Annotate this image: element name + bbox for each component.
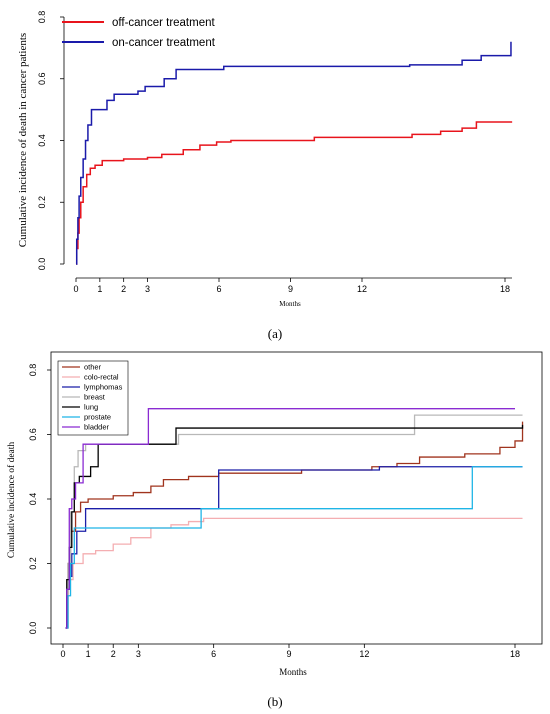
x-axis-label-b: Months (279, 667, 307, 677)
y-axis-label-a: Cumulative incidence of death in cancer … (17, 33, 29, 247)
legend-label-a: off-cancer treatment (112, 17, 216, 29)
x-tick-label-a: 6 (216, 284, 221, 294)
legend-label-b: lymphomas (84, 383, 123, 392)
x-tick-label-a: 3 (145, 284, 150, 294)
x-tick-label-a: 12 (357, 284, 367, 294)
y-tick-label-b: 0.6 (28, 428, 38, 441)
x-tick-label-b: 6 (211, 649, 216, 659)
plot-frame-b (50, 351, 543, 645)
x-tick-label-b: 18 (510, 649, 520, 659)
legend-label-b: breast (84, 393, 106, 402)
legend-box-b (57, 360, 129, 436)
panel-b: 0.00.20.40.60.8 0 1 2 3 6 9 12 18 Months Cumula… (6, 351, 543, 709)
x-tick-label-b: 2 (111, 649, 116, 659)
y-tick-label-a: 0.4 (37, 134, 47, 147)
x-tick-label-a: 9 (288, 284, 293, 294)
y-tick-label-b: 0.2 (28, 557, 38, 570)
y-tick-label-b: 0.0 (28, 622, 38, 635)
series-line-on-cancer-treatment (75, 41, 512, 265)
x-tick-label-a: 0 (73, 284, 78, 294)
legend-b: othercolo-rectallymphomasbreastlungprost… (57, 360, 129, 436)
x-tick-label-b: 1 (86, 649, 91, 659)
x-tick-label-a: 1 (97, 284, 102, 294)
legend-label-b: other (84, 363, 102, 372)
legend-label-b: colo-rectal (84, 373, 119, 382)
legend-a: off-cancer treatment on-cancer treatment (62, 17, 216, 49)
series-line-colo-rectal (65, 517, 523, 629)
panel-label-a: (a) (268, 326, 282, 341)
panel-label-b: (b) (267, 694, 282, 709)
x-tick-label-b: 12 (359, 649, 369, 659)
y-axis-label-b: Cumulative incidence of death (6, 442, 17, 559)
y-tick-label-a: 0.6 (37, 72, 47, 85)
x-tick-label-a: 18 (500, 284, 510, 294)
series-line-breast (65, 414, 523, 629)
series-line-lung (65, 424, 524, 629)
x-axis-label-a: Months (279, 300, 301, 308)
legend-label-b: lung (84, 403, 98, 412)
legend-label-b: prostate (84, 413, 111, 422)
series-line-off-cancer-treatment (75, 121, 513, 265)
x-tick-label-a: 2 (121, 284, 126, 294)
legend-label-b: bladder (84, 423, 110, 432)
x-tick-label-b: 9 (286, 649, 291, 659)
x-tick-label-b: 3 (136, 649, 141, 659)
y-tick-label-a: 0.0 (37, 258, 47, 271)
y-tick-label-a: 0.8 (37, 11, 47, 24)
panel-a: 0.00.20.40.60.8 0 1 2 3 6 9 12 18 Months Cumula… (17, 11, 513, 341)
series-line-other (65, 421, 524, 629)
series-line-lymphomas (65, 466, 523, 629)
legend-label-a: on-cancer treatment (112, 37, 216, 49)
series-line-bladder (65, 408, 515, 629)
x-tick-label-b: 0 (60, 649, 65, 659)
series-line-prostate (65, 466, 523, 629)
y-tick-label-a: 0.2 (37, 196, 47, 209)
y-tick-label-b: 0.4 (28, 493, 38, 506)
y-tick-label-b: 0.8 (28, 364, 38, 377)
